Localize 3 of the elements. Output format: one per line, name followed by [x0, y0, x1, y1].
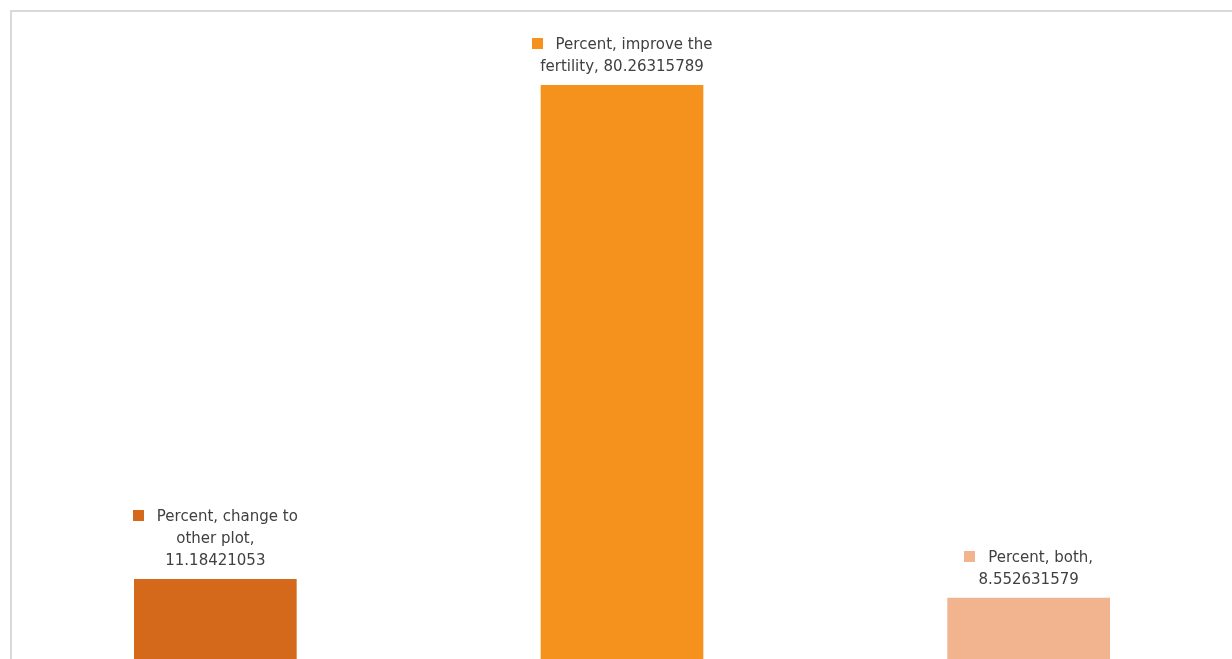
data-label: Percent, both, 8.552631579 [978, 548, 1094, 589]
data-label: Percent, improve the fertility, 80.26315789 [540, 35, 713, 76]
data-label: Percent, change to other plot, 11.18421053 [156, 507, 298, 570]
